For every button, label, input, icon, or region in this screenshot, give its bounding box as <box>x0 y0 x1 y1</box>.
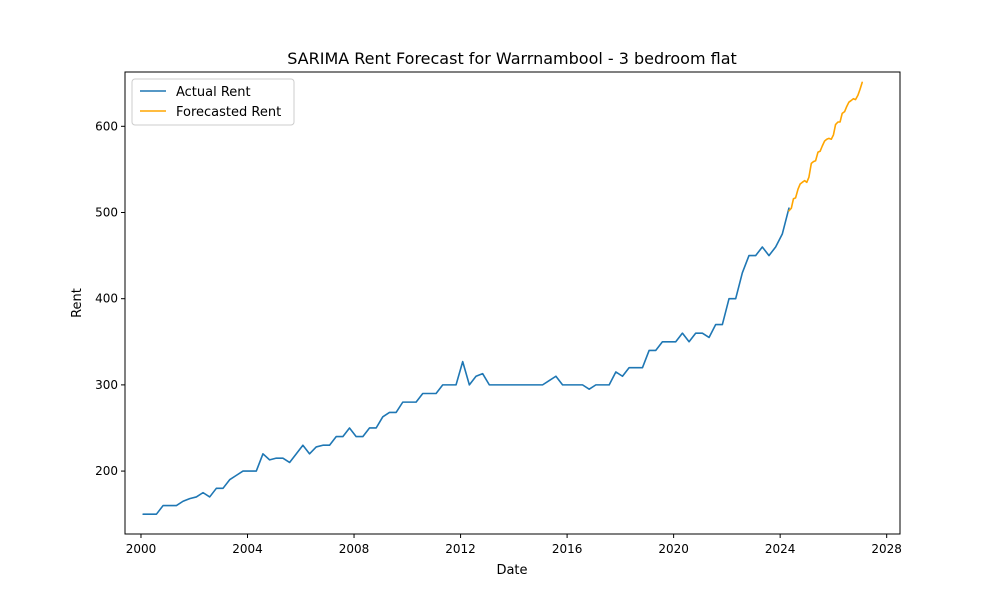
x-tick-label: 2016 <box>552 542 583 556</box>
x-axis: 2000 2004 2008 2012 2016 2020 2024 2028 <box>126 534 902 556</box>
chart-title: SARIMA Rent Forecast for Warrnambool - 3… <box>287 49 737 68</box>
x-tick-label: 2028 <box>871 542 902 556</box>
legend-box <box>131 78 295 126</box>
plot-frame <box>124 71 901 535</box>
x-tick-label: 2008 <box>339 542 370 556</box>
y-tick-label: 200 <box>95 464 118 478</box>
plot-series <box>142 81 863 515</box>
y-tick-label: 400 <box>95 292 118 306</box>
series-line-forecasted-rent <box>788 81 863 212</box>
legend-label: Actual Rent <box>176 85 251 100</box>
x-tick-label: 2024 <box>765 542 796 556</box>
y-tick-label: 300 <box>95 378 118 392</box>
legend: Actual Rent Forecasted Rent <box>131 78 295 126</box>
y-tick-label: 600 <box>95 119 118 133</box>
x-tick-label: 2004 <box>232 542 263 556</box>
legend-label: Forecasted Rent <box>176 105 281 120</box>
x-tick-label: 2012 <box>445 542 476 556</box>
x-tick-label: 2020 <box>658 542 689 556</box>
series-line-actual-rent <box>142 207 790 515</box>
y-axis: 200 300 400 500 600 <box>95 119 125 478</box>
y-axis-label: Rent <box>70 288 85 318</box>
y-tick-label: 500 <box>95 205 118 219</box>
x-axis-label: Date <box>496 563 527 578</box>
x-tick-label: 2000 <box>126 542 157 556</box>
